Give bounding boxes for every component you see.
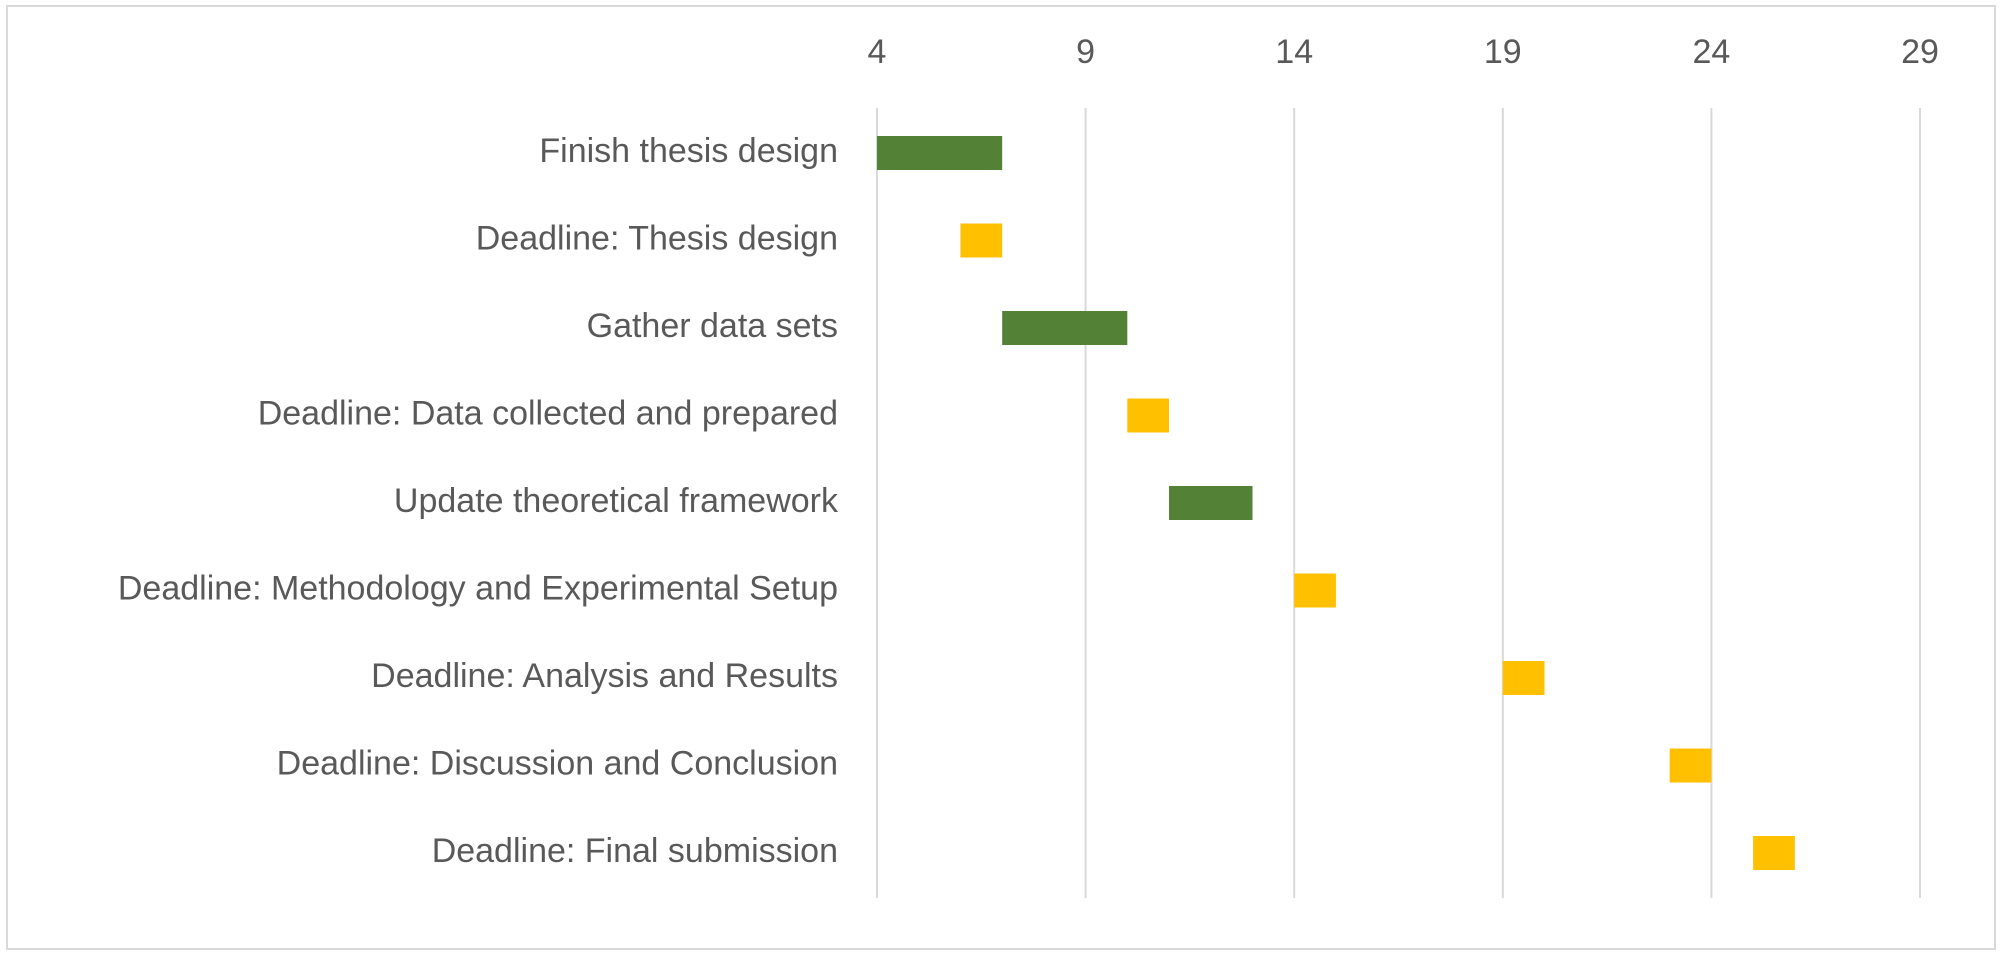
deadline-bar xyxy=(1294,573,1336,608)
task-label: Deadline: Analysis and Results xyxy=(371,657,838,695)
x-tick-label: 4 xyxy=(868,33,887,71)
task-label: Deadline: Final submission xyxy=(432,832,838,870)
task-labels: Finish thesis design Deadline: Thesis des… xyxy=(118,132,839,870)
task-bar xyxy=(1002,311,1128,345)
task-label: Finish thesis design xyxy=(539,132,838,170)
x-tick-label: 19 xyxy=(1484,33,1522,71)
deadline-bar xyxy=(1669,748,1712,783)
x-axis-ticks: 4 9 14 19 24 29 xyxy=(868,33,1939,71)
task-bar xyxy=(877,136,1003,170)
task-label: Deadline: Methodology and Experimental S… xyxy=(118,569,838,607)
task-label: Deadline: Data collected and prepared xyxy=(258,394,838,432)
x-tick-label: 9 xyxy=(1076,33,1095,71)
deadline-bar xyxy=(960,223,1003,258)
task-label: Gather data sets xyxy=(587,307,838,345)
task-label: Deadline: Thesis design xyxy=(476,219,838,257)
gridlines xyxy=(876,108,1921,898)
x-tick-label: 24 xyxy=(1692,33,1730,71)
deadline-bar xyxy=(1753,836,1795,870)
deadline-bar xyxy=(1127,398,1170,433)
x-tick-label: 29 xyxy=(1901,33,1939,71)
x-tick-label: 14 xyxy=(1275,33,1313,71)
deadline-bar xyxy=(1502,661,1545,695)
task-label: Deadline: Discussion and Conclusion xyxy=(277,744,838,782)
task-label: Update theoretical framework xyxy=(394,482,839,520)
task-bar xyxy=(1169,486,1253,520)
bars xyxy=(877,136,1795,870)
